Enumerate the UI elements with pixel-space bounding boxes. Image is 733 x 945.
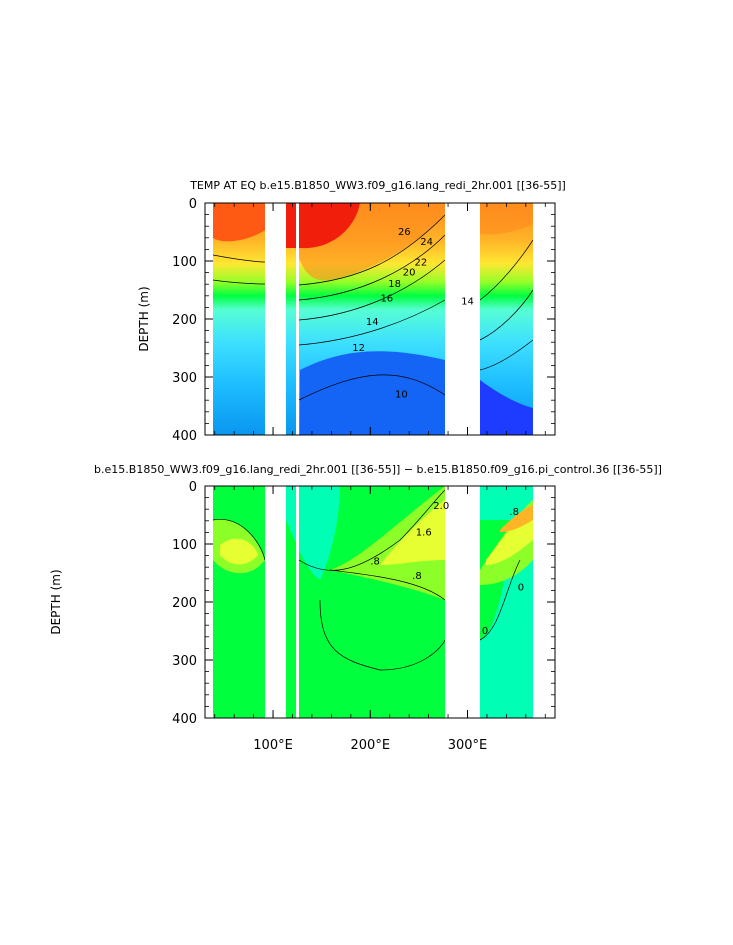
y-tick-label: 300 xyxy=(172,654,197,669)
diff-west-16 xyxy=(220,538,258,565)
y-tick-label: 300 xyxy=(172,371,197,386)
y-tick-label: 400 xyxy=(172,429,197,444)
panel1-title: TEMP AT EQ b.e15.B1850_WW3.f09_g16.lang_… xyxy=(189,179,566,192)
diff-east-20 xyxy=(500,505,533,532)
contour-label: 0 xyxy=(482,626,488,637)
land-gap-3 xyxy=(445,203,480,435)
warm-core-central xyxy=(286,203,360,249)
temperature-panel: TEMP AT EQ b.e15.B1850_WW3.f09_g16.lang_… xyxy=(137,179,566,444)
contour-label: 22 xyxy=(414,258,427,269)
contour-lines xyxy=(212,214,534,401)
y-tick-label: 100 xyxy=(172,255,197,270)
contour-label: .8 xyxy=(509,507,519,518)
y-tick-label: 100 xyxy=(172,538,197,553)
contour-label: 14 xyxy=(366,317,379,328)
contour-label: 14 xyxy=(461,297,474,308)
contour-label: 1.6 xyxy=(416,527,432,538)
difference-panel: b.e15.B1850_WW3.f09_g16.lang_redi_2hr.00… xyxy=(49,463,662,753)
temperature-field xyxy=(205,203,555,435)
diff-cool-band xyxy=(286,486,340,580)
contour-label: 24 xyxy=(420,237,433,248)
contour-label: 26 xyxy=(398,227,411,238)
contour-label: .8 xyxy=(370,556,380,567)
y-tick-label: 0 xyxy=(189,197,197,212)
diff-band-08 xyxy=(330,486,445,600)
diff-contour-lines xyxy=(212,489,521,671)
contour-label: 20 xyxy=(403,268,416,279)
panel2-ylabel: DEPTH (m) xyxy=(49,569,63,634)
contour-label: 12 xyxy=(352,343,365,354)
x-tick-label: 100°E xyxy=(253,738,293,753)
panel1-ylabel: DEPTH (m) xyxy=(137,286,151,351)
diff-land-gap-1 xyxy=(265,486,286,718)
x-tick-label: 200°E xyxy=(351,738,391,753)
panel2-contour-labels: 2.0 1.6 .8 .8 .8 0 0 xyxy=(370,501,524,637)
land-gap-2 xyxy=(296,203,299,435)
cold-pool-east xyxy=(300,351,445,435)
cold-pool-far-east xyxy=(480,380,533,435)
diff-band-16 xyxy=(380,500,445,565)
panel2-axis-ticks: 0 100 200 300 400 100°E 200°E 300°E xyxy=(172,480,555,753)
warm-core-west xyxy=(213,203,265,242)
contour-label: 2.0 xyxy=(433,501,449,512)
land-gap-1 xyxy=(265,203,286,435)
diff-land-gap-2 xyxy=(296,486,299,718)
panel1-axis-ticks: 0 100 200 300 400 xyxy=(172,197,555,444)
contour-label: 18 xyxy=(388,279,401,290)
y-tick-label: 0 xyxy=(189,480,197,495)
y-tick-label: 200 xyxy=(172,596,197,611)
contour-label: 10 xyxy=(395,389,408,400)
x-tick-label: 300°E xyxy=(448,738,488,753)
difference-field xyxy=(205,486,555,718)
contour-label: .8 xyxy=(412,571,422,582)
contour-label: 16 xyxy=(380,294,393,305)
panel2-title: b.e15.B1850_WW3.f09_g16.lang_redi_2hr.00… xyxy=(94,463,662,476)
y-tick-label: 400 xyxy=(172,712,197,727)
contour-label: 0 xyxy=(518,582,524,593)
y-tick-label: 200 xyxy=(172,313,197,328)
diff-land-gap-3 xyxy=(445,486,480,718)
